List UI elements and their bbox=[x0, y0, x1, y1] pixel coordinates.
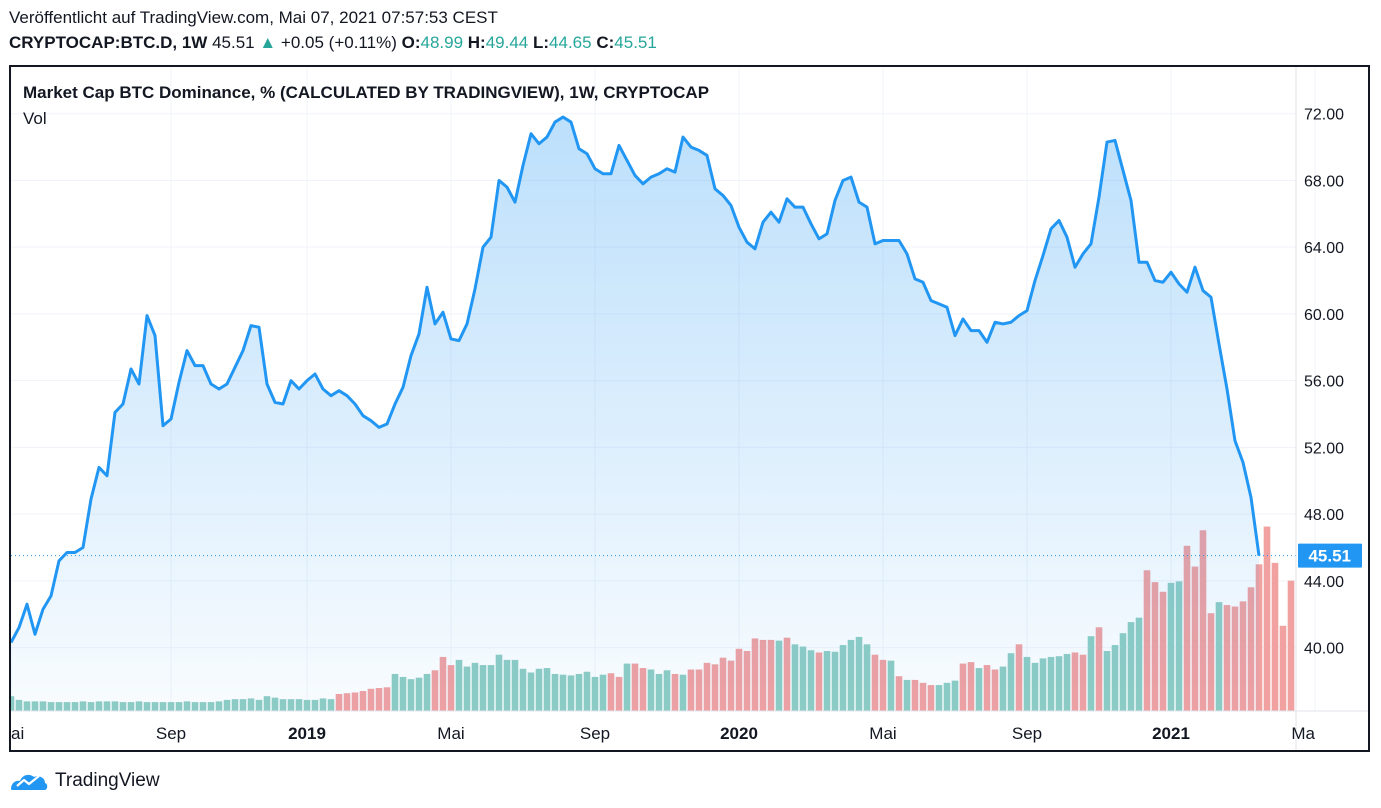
open-value: 48.99 bbox=[420, 33, 464, 52]
last-price-tag: 45.51 bbox=[1298, 543, 1362, 568]
brand-footer[interactable]: TradingView bbox=[9, 768, 160, 794]
volume-label: Vol bbox=[23, 109, 47, 128]
time-tick-label: Sep bbox=[156, 724, 186, 743]
close-label: C: bbox=[596, 33, 615, 52]
price-line bbox=[11, 115, 1261, 644]
time-tick-label: ai bbox=[11, 724, 24, 743]
published-info: Veröffentlicht auf TradingView.com, Mai … bbox=[9, 8, 498, 27]
brand-name: TradingView bbox=[55, 770, 160, 791]
high-label: H: bbox=[467, 33, 486, 52]
chart-frame[interactable]: 40.00 44.00 48.00 52.00 56.00 60.00 64.00 68.00… bbox=[9, 65, 1370, 752]
price-tick-label: 40.00 bbox=[1304, 641, 1344, 658]
price-tick-label: 72.00 bbox=[1304, 107, 1344, 124]
price-tick-label: 52.00 bbox=[1304, 440, 1344, 457]
price-axis[interactable]: 40.00 44.00 48.00 52.00 56.00 60.00 64.00 68.00… bbox=[1304, 107, 1344, 658]
time-tick-label: Mai bbox=[869, 724, 896, 743]
time-tick-label: Mai bbox=[437, 724, 464, 743]
price-chart[interactable]: 40.00 44.00 48.00 52.00 56.00 60.00 64.00 68.00… bbox=[11, 67, 1368, 750]
time-tick-label: Sep bbox=[1012, 724, 1042, 743]
last-value: 45.51 bbox=[212, 33, 255, 52]
price-tick-label: 64.00 bbox=[1304, 240, 1344, 257]
time-tick-label: 2020 bbox=[720, 724, 758, 743]
price-tick-label: 60.00 bbox=[1304, 307, 1344, 324]
last-price-tag-label: 45.51 bbox=[1308, 547, 1351, 566]
low-label: L: bbox=[533, 33, 550, 52]
symbol-legend: CRYPTOCAP:BTC.D, 1W 45.51 ▲ +0.05 (+0.11… bbox=[9, 33, 657, 53]
symbol-name[interactable]: CRYPTOCAP:BTC.D, 1W bbox=[9, 33, 208, 52]
up-arrow-icon: ▲ bbox=[259, 33, 277, 52]
change-value: +0.05 (+0.11%) bbox=[280, 33, 397, 52]
price-tick-label: 48.00 bbox=[1304, 507, 1344, 524]
volume-bar bbox=[1287, 580, 1295, 711]
volume-bar bbox=[1271, 562, 1279, 711]
volume-bar bbox=[1279, 625, 1287, 711]
time-tick-label: Sep bbox=[580, 724, 610, 743]
time-tick-label: Ma bbox=[1291, 724, 1315, 743]
close-value: 45.51 bbox=[614, 33, 657, 52]
price-tick-label: 68.00 bbox=[1304, 173, 1344, 190]
tradingview-logo-icon bbox=[11, 774, 48, 790]
high-value: 49.44 bbox=[485, 33, 529, 52]
time-tick-label: 2021 bbox=[1152, 724, 1190, 743]
time-axis[interactable]: ai Sep 2019 Mai Sep 2020 Mai Sep 2021 Ma bbox=[11, 724, 1316, 743]
price-tick-label: 56.00 bbox=[1304, 374, 1344, 391]
last-price-tag-bg bbox=[1298, 543, 1362, 568]
low-value: 44.65 bbox=[549, 33, 592, 52]
chart-title: Market Cap BTC Dominance, % (CALCULATED … bbox=[23, 83, 709, 102]
time-tick-label: 2019 bbox=[288, 724, 326, 743]
open-label: O: bbox=[401, 33, 421, 52]
price-area bbox=[11, 117, 1259, 712]
price-tick-label: 44.00 bbox=[1304, 574, 1344, 591]
volume-bar bbox=[1263, 526, 1271, 711]
